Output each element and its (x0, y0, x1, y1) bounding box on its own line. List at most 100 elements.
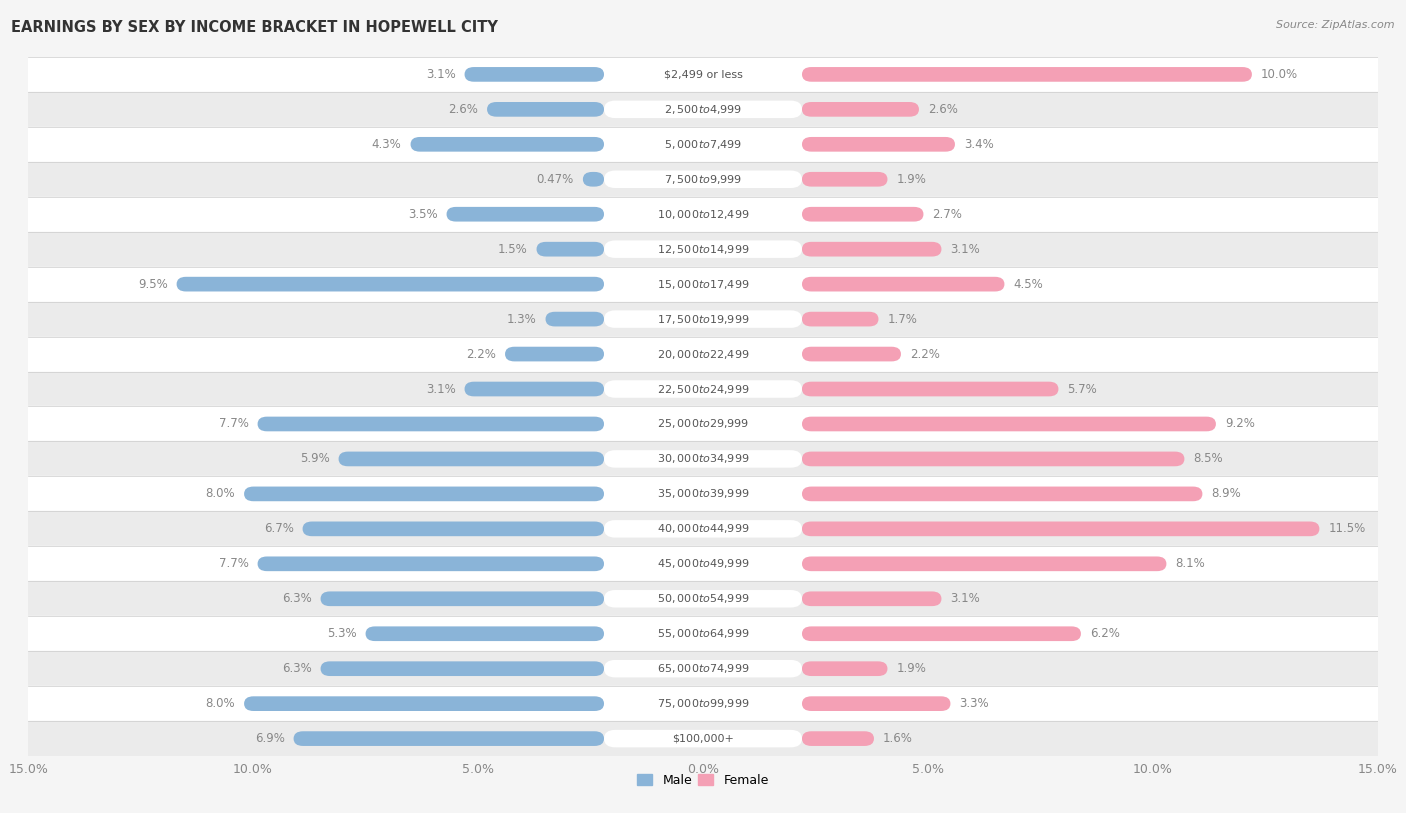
Text: 1.9%: 1.9% (897, 173, 927, 185)
Text: 8.9%: 8.9% (1212, 488, 1241, 500)
Bar (28, 546, 1378, 581)
Bar (28, 651, 1378, 686)
Bar (28, 721, 1378, 756)
FancyBboxPatch shape (339, 451, 605, 467)
Bar (28, 581, 1378, 616)
Text: $2,500 to $4,999: $2,500 to $4,999 (664, 103, 742, 115)
FancyBboxPatch shape (801, 521, 1319, 537)
Text: 3.4%: 3.4% (965, 138, 994, 150)
FancyBboxPatch shape (321, 591, 605, 606)
FancyBboxPatch shape (605, 380, 801, 398)
Bar (28, 127, 1378, 162)
FancyBboxPatch shape (605, 485, 801, 502)
Text: 1.6%: 1.6% (883, 733, 912, 745)
Text: $30,000 to $34,999: $30,000 to $34,999 (657, 453, 749, 465)
FancyBboxPatch shape (177, 276, 605, 292)
Text: 4.5%: 4.5% (1014, 278, 1043, 290)
Bar (28, 57, 1378, 92)
FancyBboxPatch shape (801, 207, 924, 222)
FancyBboxPatch shape (605, 695, 801, 712)
Bar (28, 441, 1378, 476)
FancyBboxPatch shape (605, 206, 801, 223)
Text: 6.7%: 6.7% (264, 523, 294, 535)
FancyBboxPatch shape (605, 311, 801, 328)
FancyBboxPatch shape (605, 520, 801, 537)
FancyBboxPatch shape (801, 276, 1004, 292)
FancyBboxPatch shape (801, 137, 955, 152)
FancyBboxPatch shape (257, 416, 605, 432)
FancyBboxPatch shape (801, 416, 1216, 432)
FancyBboxPatch shape (801, 486, 1202, 502)
Text: 1.3%: 1.3% (506, 313, 537, 325)
Text: 8.0%: 8.0% (205, 698, 235, 710)
FancyBboxPatch shape (605, 171, 801, 188)
Text: 3.5%: 3.5% (408, 208, 437, 220)
Bar (28, 92, 1378, 127)
FancyBboxPatch shape (801, 172, 887, 187)
Text: 4.3%: 4.3% (371, 138, 402, 150)
Text: 2.2%: 2.2% (467, 348, 496, 360)
Text: 2.6%: 2.6% (928, 103, 957, 115)
FancyBboxPatch shape (801, 311, 879, 327)
FancyBboxPatch shape (801, 626, 1081, 641)
Text: 3.1%: 3.1% (950, 243, 980, 255)
Text: $2,499 or less: $2,499 or less (664, 69, 742, 80)
FancyBboxPatch shape (294, 731, 605, 746)
FancyBboxPatch shape (801, 661, 887, 676)
Text: $5,000 to $7,499: $5,000 to $7,499 (664, 138, 742, 150)
FancyBboxPatch shape (321, 661, 605, 676)
Text: $55,000 to $64,999: $55,000 to $64,999 (657, 628, 749, 640)
FancyBboxPatch shape (546, 311, 605, 327)
Text: 3.1%: 3.1% (950, 593, 980, 605)
Text: 7.7%: 7.7% (219, 558, 249, 570)
Text: 6.9%: 6.9% (254, 733, 284, 745)
Text: 5.3%: 5.3% (328, 628, 357, 640)
Bar (28, 406, 1378, 441)
Text: 11.5%: 11.5% (1329, 523, 1365, 535)
FancyBboxPatch shape (605, 276, 801, 293)
FancyBboxPatch shape (801, 451, 1184, 467)
FancyBboxPatch shape (801, 241, 942, 257)
Text: 6.2%: 6.2% (1090, 628, 1119, 640)
FancyBboxPatch shape (801, 381, 1059, 397)
Bar (28, 372, 1378, 406)
Text: 3.1%: 3.1% (426, 68, 456, 80)
Bar (28, 232, 1378, 267)
FancyBboxPatch shape (605, 450, 801, 467)
FancyBboxPatch shape (257, 556, 605, 572)
FancyBboxPatch shape (605, 555, 801, 572)
FancyBboxPatch shape (464, 381, 605, 397)
Text: 7.7%: 7.7% (219, 418, 249, 430)
FancyBboxPatch shape (464, 67, 605, 82)
Bar (28, 267, 1378, 302)
Text: $15,000 to $17,499: $15,000 to $17,499 (657, 278, 749, 290)
Text: 0.47%: 0.47% (537, 173, 574, 185)
Text: $50,000 to $54,999: $50,000 to $54,999 (657, 593, 749, 605)
Text: Source: ZipAtlas.com: Source: ZipAtlas.com (1277, 20, 1395, 30)
FancyBboxPatch shape (447, 207, 605, 222)
Bar (28, 616, 1378, 651)
Bar (28, 511, 1378, 546)
FancyBboxPatch shape (605, 241, 801, 258)
FancyBboxPatch shape (245, 696, 605, 711)
FancyBboxPatch shape (801, 67, 1251, 82)
Text: $12,500 to $14,999: $12,500 to $14,999 (657, 243, 749, 255)
FancyBboxPatch shape (801, 696, 950, 711)
Text: $17,500 to $19,999: $17,500 to $19,999 (657, 313, 749, 325)
Text: 1.9%: 1.9% (897, 663, 927, 675)
Text: 6.3%: 6.3% (281, 593, 312, 605)
Bar (28, 686, 1378, 721)
FancyBboxPatch shape (605, 136, 801, 153)
Text: $45,000 to $49,999: $45,000 to $49,999 (657, 558, 749, 570)
Bar (28, 476, 1378, 511)
FancyBboxPatch shape (605, 730, 801, 747)
Text: 2.6%: 2.6% (449, 103, 478, 115)
Text: $22,500 to $24,999: $22,500 to $24,999 (657, 383, 749, 395)
Text: 10.0%: 10.0% (1261, 68, 1298, 80)
FancyBboxPatch shape (411, 137, 605, 152)
Text: 8.1%: 8.1% (1175, 558, 1205, 570)
FancyBboxPatch shape (505, 346, 605, 362)
Text: $75,000 to $99,999: $75,000 to $99,999 (657, 698, 749, 710)
FancyBboxPatch shape (583, 172, 605, 187)
Text: 9.2%: 9.2% (1225, 418, 1254, 430)
